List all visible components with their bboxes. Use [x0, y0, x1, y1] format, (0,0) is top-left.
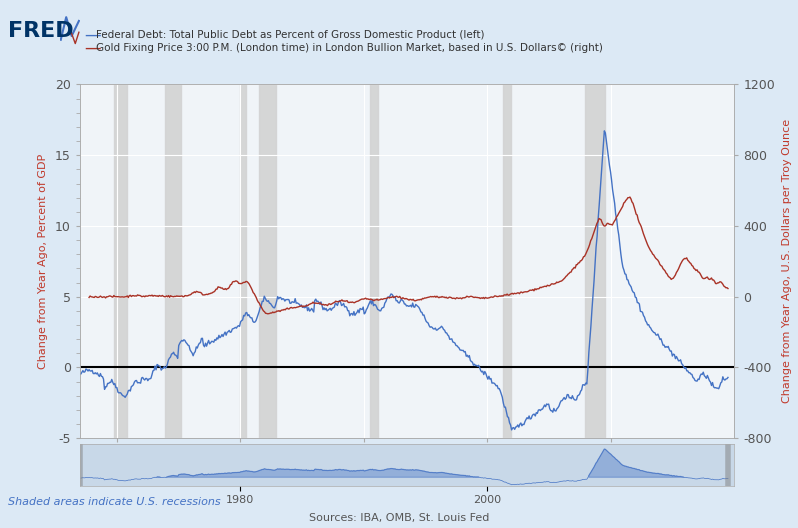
Text: Federal Debt: Total Public Debt as Percent of Gross Domestic Product (left): Federal Debt: Total Public Debt as Perce…	[96, 30, 484, 39]
Text: FRED: FRED	[8, 21, 73, 41]
Bar	[259, 84, 276, 438]
Text: Gold Fixing Price 3:00 P.M. (London time) in London Bullion Market, based in U.S: Gold Fixing Price 3:00 P.M. (London time…	[96, 43, 602, 52]
Text: —: —	[84, 39, 101, 56]
Text: Shaded areas indicate U.S. recessions: Shaded areas indicate U.S. recessions	[8, 497, 220, 507]
Bar	[503, 84, 511, 438]
Bar	[165, 84, 180, 438]
Bar	[370, 84, 378, 438]
Bar	[585, 84, 605, 438]
Y-axis label: Change from Year Ago, U.S. Dollars per Troy Ounce: Change from Year Ago, U.S. Dollars per T…	[782, 119, 792, 403]
Bar	[240, 84, 247, 438]
Bar	[114, 84, 127, 438]
Text: Sources: IBA, OMB, St. Louis Fed: Sources: IBA, OMB, St. Louis Fed	[309, 513, 489, 523]
Text: —: —	[84, 25, 101, 43]
Y-axis label: Change from Year Ago, Percent of GDP: Change from Year Ago, Percent of GDP	[38, 154, 48, 369]
